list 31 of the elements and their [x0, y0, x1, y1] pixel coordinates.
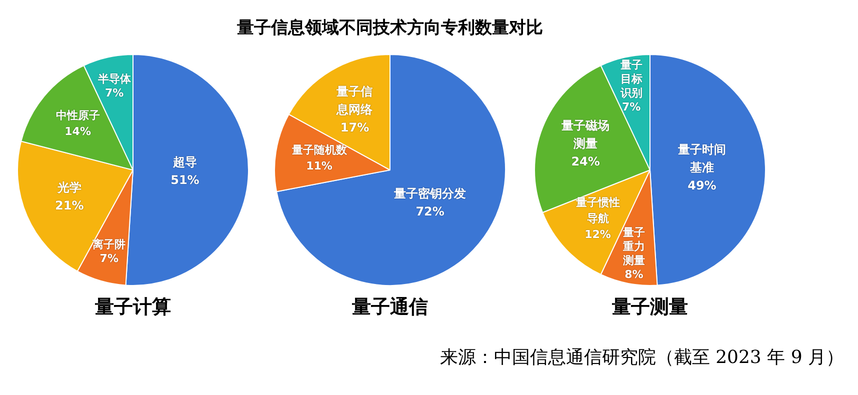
slice-label: 量子重力测量	[622, 226, 645, 267]
slice-label: 超导	[172, 154, 197, 169]
slice-label: 半导体	[96, 72, 132, 86]
data-label: 72%	[416, 204, 444, 218]
data-label: 8%	[624, 268, 644, 281]
data-label: 17%	[340, 120, 370, 134]
slice-label: 离子阱	[92, 238, 126, 251]
data-label: 12%	[584, 228, 611, 241]
data-label: 7%	[622, 100, 641, 114]
data-label: 24%	[571, 154, 600, 169]
data-label: 21%	[55, 198, 84, 213]
slice-label: 量子随机数	[290, 144, 348, 157]
slice-label: 量子磁场测量	[560, 118, 610, 151]
data-label: 7%	[100, 252, 118, 265]
slice-label: 量子信息网络	[336, 84, 374, 116]
text: 量子信息领域不同技术方向专利数量对比	[236, 17, 544, 39]
data-label: 7%	[105, 86, 124, 100]
text: 量子测量	[611, 295, 689, 320]
data-label: 51%	[170, 172, 200, 187]
text: 量子计算	[94, 295, 172, 320]
data-label: 14%	[64, 125, 91, 138]
text: 量子通信	[351, 295, 429, 320]
slice-label: 量子惯性导航	[574, 196, 620, 225]
source-note: 来源：中国信息通信研究院（截至 2023 年 9 月）	[440, 346, 844, 369]
data-label: 11%	[306, 160, 332, 173]
data-label: 49%	[688, 178, 716, 192]
slice-label: 量子时间基准	[676, 142, 726, 174]
slice-label: 量子目标识别	[619, 58, 642, 100]
slice-label: 中性原子	[56, 109, 100, 122]
slice-label: 光学	[56, 180, 82, 195]
slice-label: 量子密钥分发	[393, 186, 466, 200]
